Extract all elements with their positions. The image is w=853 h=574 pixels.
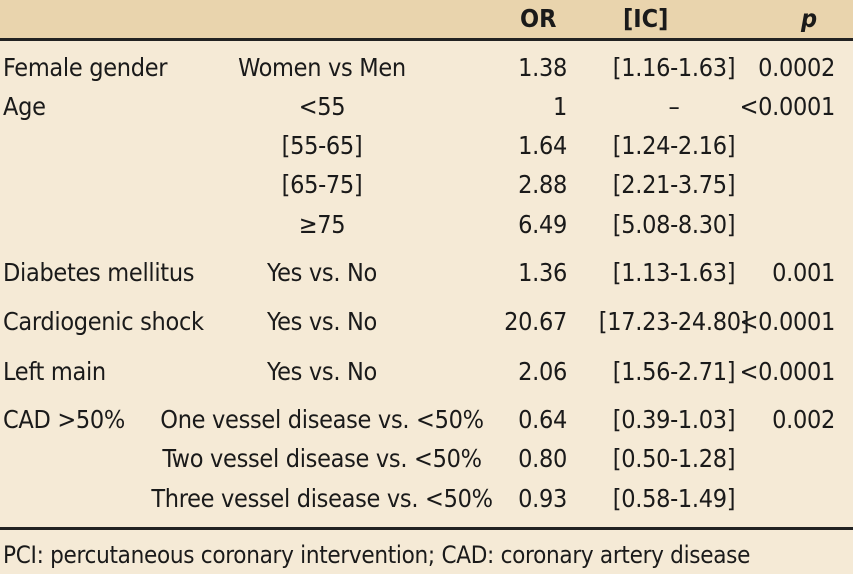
cell-p: <0.0001 [739, 357, 836, 386]
cell-ic: [1.24-2.16] [612, 131, 736, 160]
cell-comparison: Yes vs. No [266, 258, 377, 287]
cell-comparison: Yes vs. No [266, 307, 377, 336]
table-header: OR [IC] p [0, 0, 853, 38]
cell-or: 1.38 [518, 53, 567, 82]
cell-variable: Cardiogenic shock [3, 307, 204, 336]
cell-comparison: One vessel disease vs. <50% [160, 405, 484, 434]
cell-p: <0.0001 [739, 92, 836, 121]
cell-or: 0.93 [518, 484, 567, 513]
cell-ic: [0.39-1.03] [612, 405, 736, 434]
cell-or: 6.49 [518, 210, 567, 239]
header-p: p [801, 4, 818, 33]
cell-comparison: Three vessel disease vs. <50% [151, 484, 493, 513]
cell-comparison: [65-75] [281, 170, 363, 199]
cell-variable: Left main [3, 357, 106, 386]
header-or: OR [520, 4, 557, 33]
cell-comparison: <55 [298, 92, 346, 121]
cell-ic: [0.50-1.28] [612, 444, 736, 473]
cell-or: 1 [552, 92, 567, 121]
cell-or: 1.64 [518, 131, 567, 160]
cell-comparison: Yes vs. No [266, 357, 377, 386]
cell-ic: [1.56-2.71] [612, 357, 736, 386]
bottom-rule [0, 527, 853, 530]
cell-ic: [2.21-3.75] [612, 170, 736, 199]
cell-ic: [5.08-8.30] [612, 210, 736, 239]
cell-or: 2.88 [518, 170, 567, 199]
cell-or: 1.36 [518, 258, 567, 287]
header-rule [0, 38, 853, 41]
cell-or: 0.80 [518, 444, 567, 473]
cell-comparison: Two vessel disease vs. <50% [162, 444, 482, 473]
cell-p: 0.002 [772, 405, 835, 434]
cell-comparison: ≥75 [298, 210, 346, 239]
cell-p: 0.001 [772, 258, 835, 287]
footnote: PCI: percutaneous coronary intervention;… [3, 541, 751, 569]
cell-ic: [1.16-1.63] [612, 53, 736, 82]
cell-ic: [0.58-1.49] [612, 484, 736, 513]
cell-p: 0.0002 [758, 53, 835, 82]
cell-variable: Age [3, 92, 46, 121]
cell-or: 2.06 [518, 357, 567, 386]
cell-or: 20.67 [504, 307, 567, 336]
cell-ic: [17.23-24.80] [598, 307, 750, 336]
header-ic: [IC] [623, 4, 669, 33]
cell-p: <0.0001 [739, 307, 836, 336]
cell-variable: Diabetes mellitus [3, 258, 195, 287]
cell-ic: – [668, 92, 680, 121]
cell-comparison: Women vs Men [238, 53, 406, 82]
cell-variable: Female gender [3, 53, 168, 82]
cell-comparison: [55-65] [281, 131, 363, 160]
cell-ic: [1.13-1.63] [612, 258, 736, 287]
cell-variable: CAD >50% [3, 405, 125, 434]
cell-or: 0.64 [518, 405, 567, 434]
